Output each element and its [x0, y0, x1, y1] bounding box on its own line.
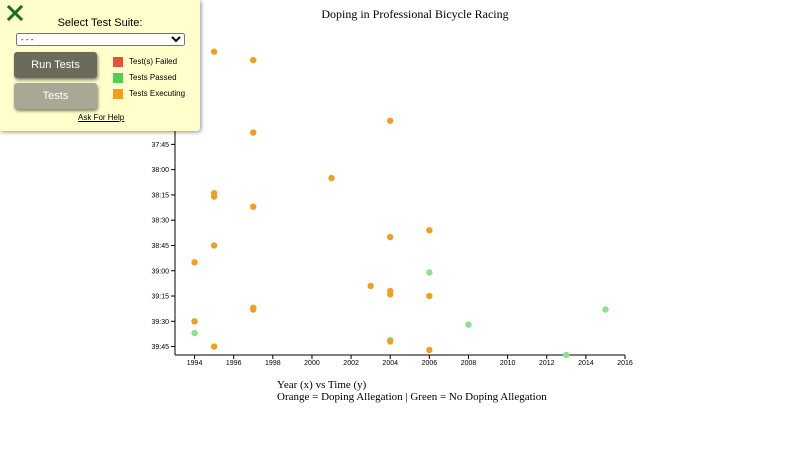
data-point-doping	[210, 343, 218, 350]
x-tick-label: 2016	[617, 360, 633, 367]
data-point-doping	[191, 318, 198, 325]
data-point-doping	[328, 174, 335, 182]
data-point-clean	[426, 269, 433, 276]
data-point-doping	[426, 227, 433, 234]
data-point-doping	[250, 203, 257, 210]
executing-swatch	[113, 89, 123, 99]
chart-caption-legend: Orange = Doping Allegation | Green = No …	[277, 391, 547, 403]
tests-button[interactable]: Tests	[14, 83, 97, 109]
data-point-doping	[250, 306, 257, 313]
data-point-doping	[210, 242, 218, 249]
test-suite-select[interactable]: - - -	[16, 33, 185, 46]
x-tick-label: 2010	[500, 360, 516, 367]
x-tick-label: 2012	[539, 360, 555, 367]
chart-caption-axes: Year (x) vs Time (y)	[277, 379, 367, 391]
data-point-doping	[367, 282, 374, 290]
data-point-doping	[387, 233, 394, 241]
legend-passed-label: Tests Passed	[129, 73, 177, 82]
y-tick-label: 38:00	[151, 167, 169, 174]
failed-swatch	[113, 57, 123, 67]
test-suite-panel: Select Test Suite: - - - Run Tests Tests…	[0, 0, 200, 131]
data-point-doping	[250, 56, 257, 64]
x-tick-label: 1994	[187, 360, 203, 367]
y-tick-label: 37:45	[151, 142, 169, 149]
data-point-clean	[465, 321, 472, 328]
x-tick-label: 2002	[343, 360, 359, 367]
x-tick-label: 2000	[304, 360, 320, 367]
data-point-clean	[191, 329, 198, 337]
data-point-doping	[387, 291, 394, 298]
data-point-doping	[387, 338, 394, 345]
y-tick-label: 39:30	[151, 319, 169, 326]
y-tick-label: 38:30	[151, 218, 169, 225]
close-x-icon[interactable]	[7, 5, 23, 21]
x-tick-label: 1996	[226, 360, 242, 367]
y-tick-label: 38:45	[151, 243, 169, 250]
data-point-doping	[387, 117, 394, 124]
x-tick-label: 2004	[382, 360, 398, 367]
y-tick-label: 39:45	[151, 344, 169, 351]
y-tick-label: 39:15	[151, 294, 169, 301]
x-tick-label: 1998	[265, 360, 281, 367]
legend-executing-label: Tests Executing	[129, 89, 186, 98]
y-tick-label: 38:15	[151, 192, 169, 199]
chart-title: Doping in Professional Bicycle Racing	[321, 7, 508, 21]
ask-for-help-link[interactable]: Ask For Help	[78, 113, 125, 122]
y-tick-label: 39:00	[151, 268, 169, 275]
data-point-doping	[426, 292, 433, 300]
x-tick-label: 2006	[422, 360, 438, 367]
passed-swatch	[113, 73, 123, 83]
run-tests-button[interactable]: Run Tests	[14, 52, 97, 78]
data-point-clean	[602, 306, 609, 313]
data-point-clean	[563, 351, 570, 359]
legend-failed-label: Test(s) Failed	[129, 57, 178, 66]
data-point-doping	[191, 259, 198, 266]
data-points	[191, 48, 609, 359]
x-tick-label: 2008	[461, 360, 477, 367]
data-point-doping	[250, 129, 257, 136]
x-tick-label: 2014	[578, 360, 594, 367]
data-point-doping	[210, 48, 218, 55]
x-axis: 1994 1996 1998 2000 2002 2004 2006 2008 2010 2012…	[175, 354, 633, 367]
panel-title: Select Test Suite:	[57, 17, 143, 29]
data-point-doping	[210, 193, 218, 200]
data-point-doping	[426, 346, 433, 354]
